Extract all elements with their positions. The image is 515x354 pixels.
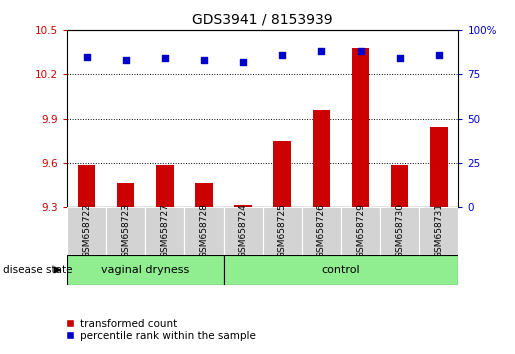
- Text: GSM658729: GSM658729: [356, 204, 365, 258]
- Point: [82, 54, 91, 59]
- Bar: [184, 207, 224, 255]
- Text: GSM658725: GSM658725: [278, 204, 287, 258]
- Point: [396, 56, 404, 61]
- Bar: [430, 127, 448, 207]
- Text: GSM658722: GSM658722: [82, 204, 91, 258]
- Bar: [380, 207, 419, 255]
- Point: [317, 48, 325, 54]
- Bar: [224, 255, 458, 285]
- Bar: [106, 207, 145, 255]
- Title: GDS3941 / 8153939: GDS3941 / 8153939: [192, 12, 333, 26]
- Text: GSM658728: GSM658728: [199, 204, 209, 258]
- Text: control: control: [321, 265, 360, 275]
- Point: [278, 52, 286, 58]
- Bar: [117, 183, 134, 207]
- Point: [200, 57, 208, 63]
- Bar: [302, 207, 341, 255]
- Bar: [352, 48, 369, 207]
- Bar: [195, 183, 213, 207]
- Bar: [341, 207, 380, 255]
- Point: [435, 52, 443, 58]
- Text: vaginal dryness: vaginal dryness: [101, 265, 190, 275]
- Text: GSM658726: GSM658726: [317, 204, 326, 258]
- Bar: [67, 207, 106, 255]
- Bar: [273, 141, 291, 207]
- Text: GSM658723: GSM658723: [121, 204, 130, 258]
- Text: GSM658727: GSM658727: [160, 204, 169, 258]
- Legend: transformed count, percentile rank within the sample: transformed count, percentile rank withi…: [62, 315, 260, 345]
- Text: GSM658730: GSM658730: [395, 204, 404, 258]
- Bar: [391, 165, 408, 207]
- Bar: [313, 110, 330, 207]
- Text: disease state: disease state: [3, 265, 72, 275]
- Bar: [156, 165, 174, 207]
- Point: [239, 59, 247, 65]
- Text: GSM658731: GSM658731: [434, 204, 443, 258]
- Bar: [263, 207, 302, 255]
- Text: GSM658724: GSM658724: [238, 204, 248, 258]
- Bar: [78, 165, 95, 207]
- Bar: [145, 207, 184, 255]
- Point: [356, 48, 365, 54]
- Bar: [419, 207, 458, 255]
- Bar: [67, 255, 224, 285]
- Point: [122, 57, 130, 63]
- Bar: [234, 205, 252, 207]
- Point: [161, 56, 169, 61]
- Bar: [224, 207, 263, 255]
